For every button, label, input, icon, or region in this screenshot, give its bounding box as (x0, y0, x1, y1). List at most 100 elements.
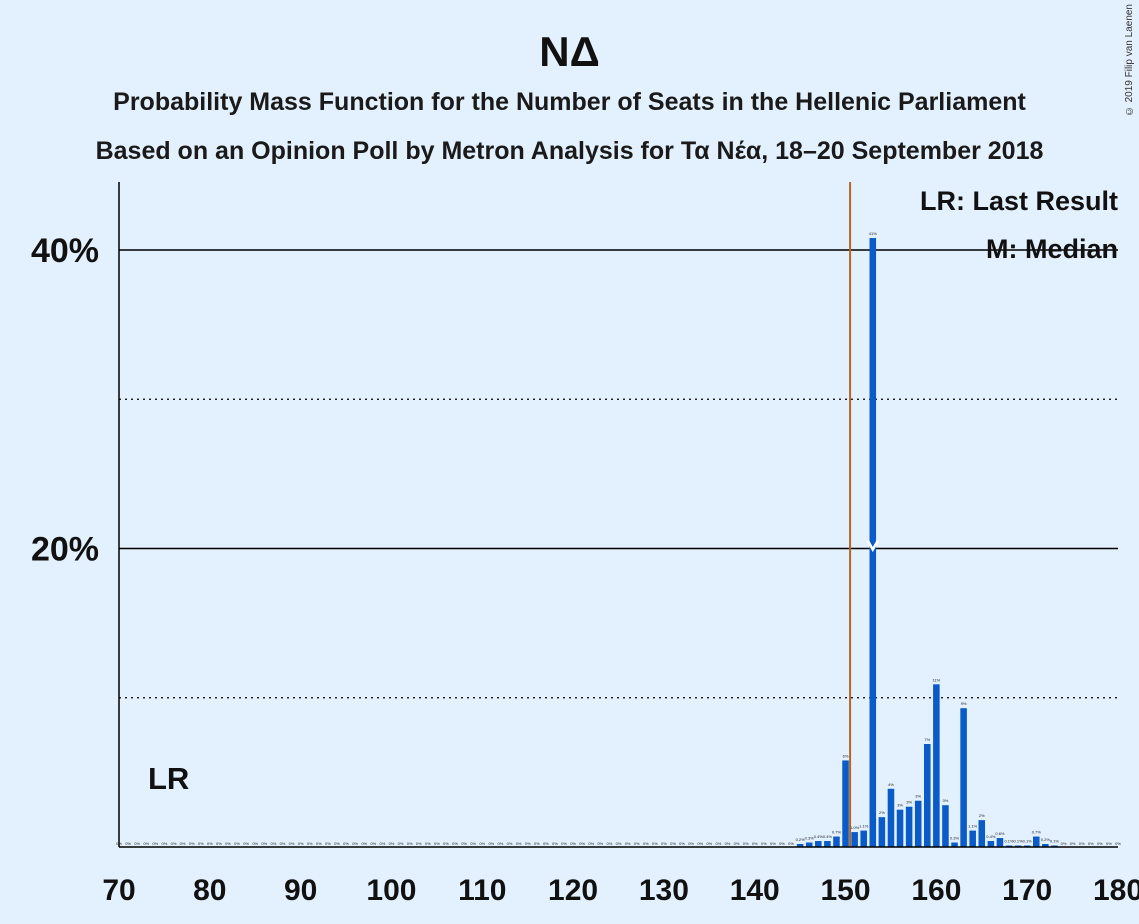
bar-value-label: 0.2% (1041, 837, 1051, 842)
bar (842, 760, 849, 847)
bar (1042, 844, 1049, 847)
bar (924, 744, 931, 847)
bar-value-label: 0% (679, 841, 685, 846)
bar (942, 805, 949, 847)
bar-value-label: 0% (425, 841, 431, 846)
bar-value-label: 0.4% (823, 834, 833, 839)
bar-value-label: 0% (479, 841, 485, 846)
bar-value-label: 0% (207, 841, 213, 846)
bar-value-label: 1.1% (859, 824, 869, 829)
bar-value-label: 2% (979, 813, 985, 818)
bar-value-label: 0% (289, 841, 295, 846)
bar-value-label: 0% (552, 841, 558, 846)
bar (860, 830, 867, 847)
bar-value-label: 0.1% (1023, 839, 1033, 844)
bar-value-label: 0% (198, 841, 204, 846)
bar-value-label: 3% (915, 794, 921, 799)
bar-value-label: 4% (888, 782, 894, 787)
y-tick-label: 20% (31, 531, 99, 569)
bar-value-label: 0% (116, 841, 122, 846)
bar-value-label: 0% (670, 841, 676, 846)
x-tick-label: 170 (1002, 874, 1052, 907)
bar-value-label: 0.6% (995, 831, 1005, 836)
x-tick-label: 100 (366, 874, 416, 907)
bar-value-label: 0% (761, 841, 767, 846)
bar-value-label: 0% (752, 841, 758, 846)
bar-value-label: 0% (579, 841, 585, 846)
bar-value-label: 0% (634, 841, 640, 846)
bar-value-label: 0% (507, 841, 513, 846)
bar (878, 817, 886, 847)
bar-value-label: 0% (716, 841, 722, 846)
bar-value-label: 7% (924, 737, 930, 742)
grid-layer (119, 249, 1118, 699)
bar (824, 841, 831, 847)
chart-subtitle-2: Based on an Opinion Poll by Metron Analy… (95, 137, 1044, 165)
x-tick-label: 180 (1093, 874, 1139, 907)
bar-value-label: 0% (343, 841, 349, 846)
bar-value-label: 0% (570, 841, 576, 846)
bar (905, 806, 913, 847)
chart-subtitle-1: Probability Mass Function for the Number… (113, 88, 1026, 116)
bar-value-label: 0% (352, 841, 358, 846)
bar-value-label: 0% (597, 841, 603, 846)
bar-value-label: 41% (869, 231, 877, 236)
axes-layer (118, 182, 1118, 848)
bar-value-label: 0% (307, 841, 313, 846)
bar (869, 238, 877, 847)
bar-value-label: 3% (943, 798, 949, 803)
bar-value-label: 0% (171, 841, 177, 846)
bar-value-label: 0% (280, 841, 286, 846)
bar-value-label: 11% (933, 677, 941, 682)
bar-value-label: 0.4% (986, 834, 996, 839)
bar-value-label: 0% (1088, 841, 1094, 846)
bar-value-label: 0% (706, 841, 712, 846)
bar-value-label: 0% (143, 841, 149, 846)
bar-value-label: 0.4% (814, 834, 824, 839)
bar-value-label: 0% (625, 841, 631, 846)
bar (914, 800, 922, 847)
bar-value-label: 0% (452, 841, 458, 846)
bar-value-label: 0.1% (1004, 839, 1014, 844)
bar-value-label: 0.7% (832, 830, 842, 835)
bar-value-label: 0% (416, 841, 422, 846)
bars-layer (796, 238, 1058, 847)
bar (996, 838, 1004, 847)
bar-value-label: 0% (498, 841, 504, 846)
bar-value-label: 0% (316, 841, 322, 846)
bar-value-label: 0% (743, 841, 749, 846)
x-tick-label: 150 (821, 874, 871, 907)
bar-value-label: 0% (134, 841, 140, 846)
bar-value-label: 3% (906, 800, 912, 805)
bar-value-label: 0% (361, 841, 367, 846)
bar-value-label: 1.1% (968, 824, 978, 829)
bar-value-label: 0% (389, 841, 395, 846)
bar-value-label: 0.1% (1014, 839, 1024, 844)
bar-value-label: 0% (434, 841, 440, 846)
bar-value-label: 0% (725, 841, 731, 846)
bar-value-label: 0% (243, 841, 249, 846)
bar (933, 684, 940, 847)
chart-title: ΝΔ (539, 28, 600, 75)
bar (851, 832, 858, 847)
bar-value-label: 0% (125, 841, 131, 846)
bar-value-label: 0% (1106, 841, 1112, 846)
x-tick-label: 140 (730, 874, 780, 907)
bar-value-label: 0% (652, 841, 658, 846)
x-tick-label: 80 (193, 874, 226, 907)
bar-value-label: 0% (1079, 841, 1085, 846)
bar-value-label: 0% (180, 841, 186, 846)
bar-value-label: 6% (843, 753, 849, 758)
bar (951, 842, 958, 847)
median-marker (866, 539, 879, 553)
bar-value-label: 0% (298, 841, 304, 846)
bar (805, 842, 813, 847)
bar-value-label: 0% (334, 841, 340, 846)
bar (896, 809, 904, 847)
bar-value-label: 0.3% (950, 836, 960, 841)
bar-value-label: 0% (443, 841, 449, 846)
legend-last-result: LR: Last Result (920, 186, 1118, 216)
bar-value-label: 0% (561, 841, 567, 846)
bar-value-label: 0% (488, 841, 494, 846)
